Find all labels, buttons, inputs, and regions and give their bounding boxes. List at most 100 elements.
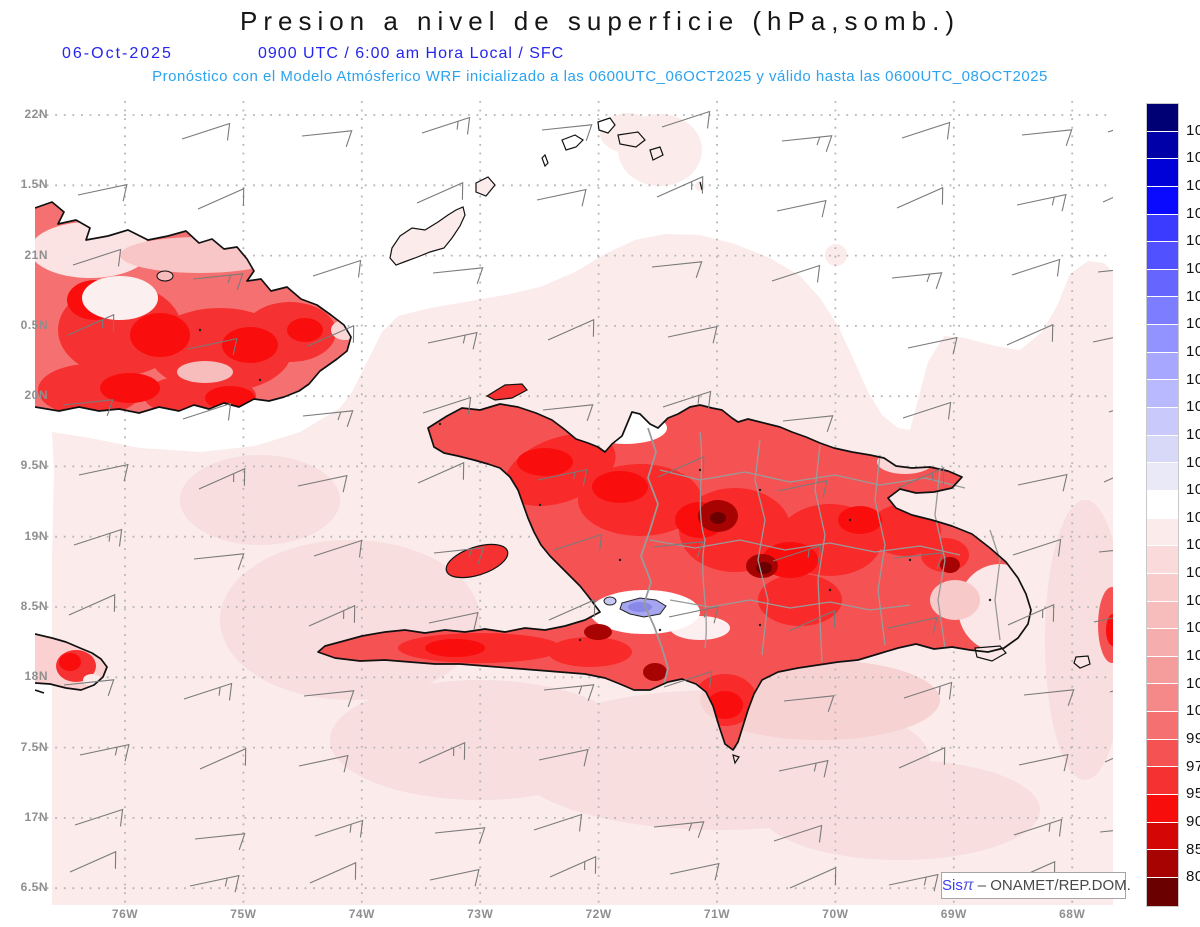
wind-barbs <box>62 110 1113 893</box>
colorbar-segment-10 <box>1147 380 1178 409</box>
wind-barb <box>429 868 480 887</box>
wind-barb <box>1021 129 1073 146</box>
colorbar-segment-2 <box>1147 159 1178 187</box>
wind-barb <box>187 337 238 356</box>
lat-label-7.5N: 7.5N <box>20 739 48 754</box>
wind-barb <box>1006 323 1054 346</box>
wind-barb <box>181 122 231 141</box>
colorbar-tick-990: 990 <box>1186 730 1200 748</box>
colorbar-tick-1018: 1018 <box>1186 370 1200 388</box>
colorbar-segment-27 <box>1147 850 1178 878</box>
colorbar-segment-19 <box>1147 629 1178 657</box>
wind-barb <box>1093 617 1113 623</box>
watermark-box: Sisπ – ONAMET/REP.DOM. <box>941 872 1131 899</box>
wind-barb <box>547 318 595 341</box>
colorbar-segment-21 <box>1147 684 1178 713</box>
lat-label-17N: 17N <box>24 809 48 824</box>
island-tortuga <box>485 383 528 401</box>
colorbar-tick-1013: 1013 <box>1186 508 1200 526</box>
colorbar-tick-1017: 1017 <box>1186 398 1200 416</box>
wind-barb <box>652 541 704 558</box>
wind-barb <box>197 187 245 210</box>
wind-barb <box>1016 193 1067 212</box>
wind-barb <box>536 188 587 207</box>
colorbar-segment-20 <box>1147 656 1178 685</box>
island-great-inagua <box>389 206 466 266</box>
colorbar-tick-1015: 1015 <box>1186 453 1200 471</box>
wind-barb <box>661 110 711 129</box>
wind-barb <box>189 874 240 893</box>
forecast-date: 06-Oct-2025 <box>62 45 173 62</box>
wind-barb <box>297 474 348 493</box>
cuba-lagoon <box>156 270 174 282</box>
wind-barb <box>1013 818 1063 837</box>
pressure-blob-east <box>1098 587 1113 663</box>
lon-label-71W: 71W <box>703 907 731 921</box>
colorbar-tick-900: 900 <box>1186 813 1200 831</box>
lake-azuei <box>603 596 617 606</box>
colorbar-tick-1030: 1030 <box>1186 204 1200 222</box>
wind-barb <box>313 539 363 558</box>
colorbar-segment-18 <box>1147 601 1178 630</box>
wind-barb <box>542 404 594 421</box>
wind-barb <box>72 248 122 267</box>
wind-barb <box>1012 538 1062 557</box>
colorbar-tick-1022: 1022 <box>1186 287 1200 305</box>
wind-barb <box>657 455 705 478</box>
wind-barb <box>307 324 355 347</box>
wind-barb <box>434 827 486 844</box>
haiti-dr-border <box>640 427 669 685</box>
wind-barb <box>533 813 583 832</box>
colorbar-segment-9 <box>1147 352 1178 381</box>
wind-barb <box>902 401 952 420</box>
watermark-org: ONAMET/REP.DOM. <box>990 877 1131 894</box>
wind-barb <box>301 130 353 147</box>
wind-barb <box>651 261 703 278</box>
colorbar-segment-5 <box>1147 242 1178 270</box>
colorbar-tick-1012: 1012 <box>1186 536 1200 554</box>
wind-barb <box>537 468 588 487</box>
station-dots <box>198 328 992 642</box>
pressure-blob-east-core <box>1106 614 1113 646</box>
wind-barb <box>907 336 958 355</box>
wind-barb <box>663 670 713 689</box>
wind-barb <box>417 461 465 484</box>
wind-barb <box>788 609 836 632</box>
colorbar-segment-14 <box>1147 490 1178 519</box>
colorbar-segment-15 <box>1147 518 1178 547</box>
lat-label-22N: 22N <box>24 107 48 121</box>
wind-barb <box>421 116 471 135</box>
wind-barb <box>182 402 232 421</box>
colorbar-segment-13 <box>1147 463 1178 491</box>
wind-barb <box>898 746 946 769</box>
wind-barb <box>783 695 835 712</box>
island-gonave <box>445 543 509 579</box>
wind-barb <box>192 273 244 290</box>
wind-barb <box>308 604 356 627</box>
wind-barb <box>892 552 944 569</box>
wind-barb <box>432 267 484 284</box>
wind-barb <box>183 682 233 701</box>
wind-barb <box>74 808 124 827</box>
wind-barb <box>777 479 828 498</box>
colorbar-tick-1002: 1002 <box>1186 674 1200 692</box>
wind-barb <box>778 759 829 778</box>
wind-barb <box>309 861 357 884</box>
wind-barb <box>433 547 485 564</box>
colorbar-tick-800: 800 <box>1186 868 1200 886</box>
colorbar-tick-1008: 1008 <box>1186 591 1200 609</box>
wind-barb <box>896 186 944 209</box>
wind-barb <box>78 463 129 482</box>
wind-barb <box>1023 689 1075 706</box>
colorbar-segment-24 <box>1147 767 1178 796</box>
model-subtitle: Pronóstico con el Modelo Atmósferico WRF… <box>152 68 1048 85</box>
wind-barb <box>668 605 719 624</box>
lat-label-21N: 21N <box>24 247 48 262</box>
lat-label-19N: 19N <box>24 528 48 543</box>
colorbar-tick-850: 850 <box>1186 840 1200 858</box>
colorbar-segment-25 <box>1147 795 1178 823</box>
wind-barb <box>1011 258 1061 277</box>
colorbar-tick-950: 950 <box>1186 785 1200 803</box>
lon-label-73W: 73W <box>467 907 494 921</box>
